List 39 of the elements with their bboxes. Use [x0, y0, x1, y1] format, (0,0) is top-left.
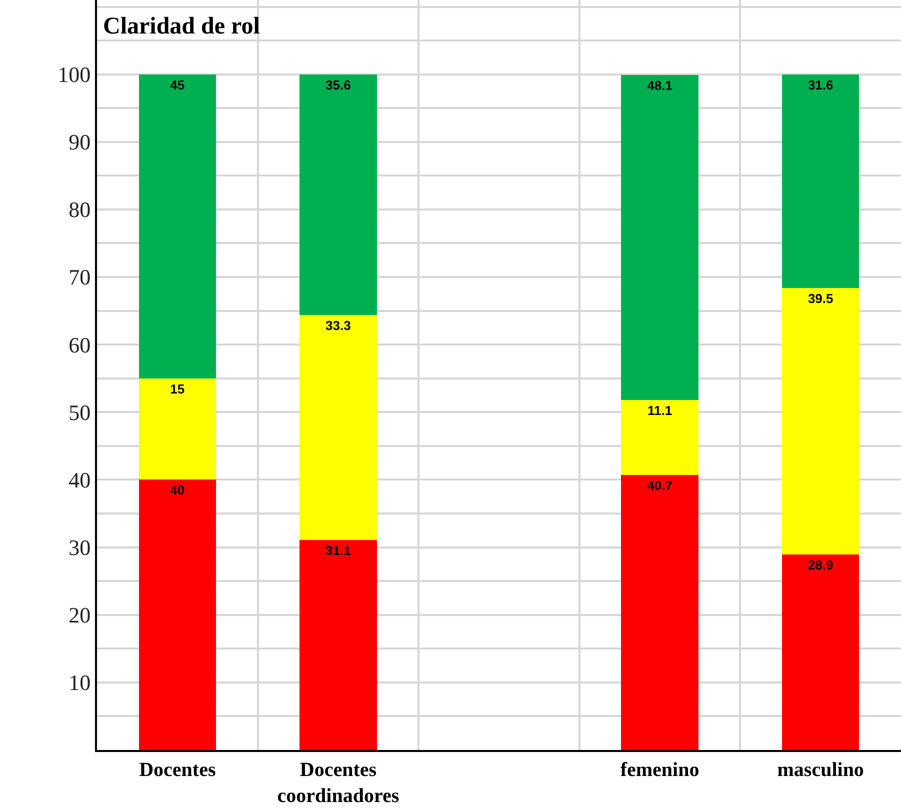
bar — [621, 75, 698, 400]
bar — [300, 540, 377, 750]
data-label: 39.5 — [808, 290, 834, 306]
y-tick-label: 80 — [68, 197, 91, 222]
data-label: 33.3 — [326, 318, 351, 333]
data-label: 40 — [170, 482, 185, 498]
y-tick-label: 40 — [68, 467, 91, 492]
y-tick-label: 90 — [68, 130, 91, 155]
data-label: 31.1 — [326, 542, 351, 558]
x-tick-label: Docentes — [139, 759, 216, 781]
bar — [138, 378, 216, 480]
y-tick-label: 100 — [58, 62, 91, 88]
data-label: 40.7 — [647, 478, 672, 493]
y-tick-label: 50 — [68, 400, 91, 425]
bar — [782, 554, 860, 750]
bar — [621, 475, 698, 750]
data-label: 35.6 — [326, 77, 351, 92]
bar — [782, 74, 860, 288]
bar — [138, 74, 216, 378]
x-tick-label: Docentes coordinadores — [277, 759, 400, 807]
y-tick-label: 30 — [68, 535, 91, 560]
y-tick-label: 20 — [68, 602, 91, 628]
y-tick-label: 10 — [68, 670, 91, 696]
x-tick-label: femenino — [620, 759, 700, 781]
bar — [300, 314, 377, 540]
y-tick-label: 70 — [68, 264, 91, 290]
data-label: 45 — [170, 77, 185, 92]
x-tick-label: masculino — [777, 759, 864, 781]
data-label: 28.9 — [808, 558, 834, 573]
data-label: 31.6 — [808, 77, 834, 92]
bar — [138, 480, 216, 750]
data-label: 11.1 — [648, 403, 672, 418]
data-label: 48.1 — [647, 78, 672, 93]
bar — [300, 74, 377, 315]
bar — [782, 288, 860, 555]
text: Claridad de rol — [103, 13, 260, 40]
y-tick-label: 60 — [68, 332, 91, 358]
bar — [621, 400, 698, 475]
data-label: 15 — [170, 381, 185, 396]
